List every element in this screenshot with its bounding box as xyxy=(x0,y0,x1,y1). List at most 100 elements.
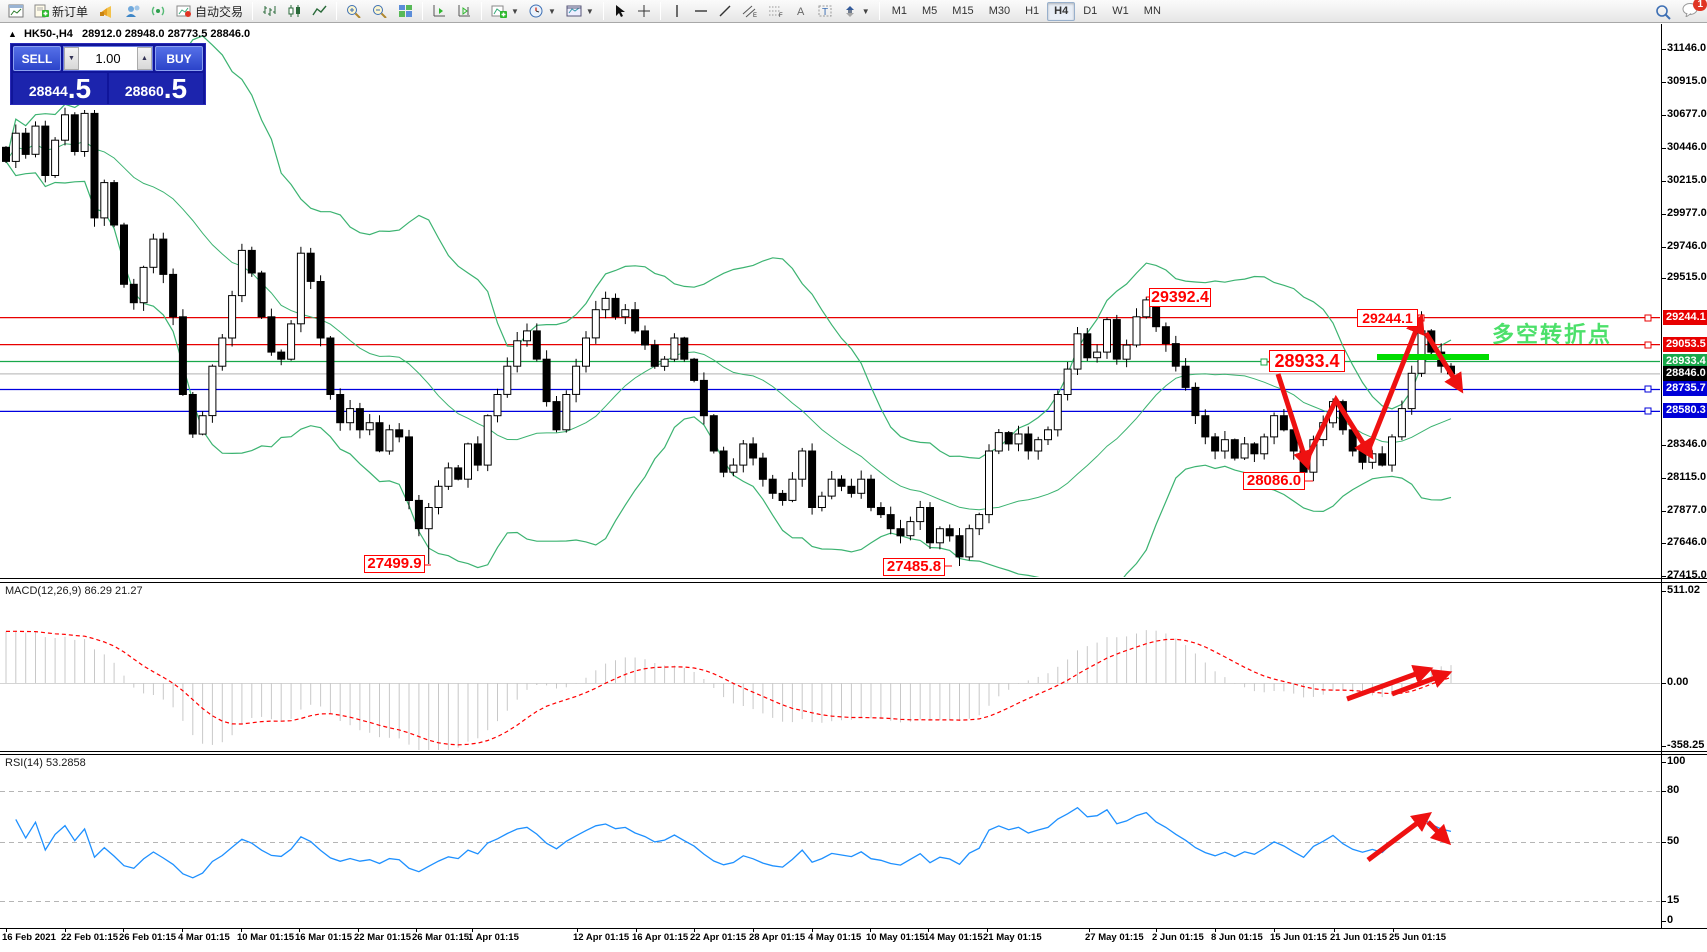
tile-windows-icon xyxy=(398,4,413,18)
megaphone-button[interactable] xyxy=(94,1,118,21)
toolbar-right: 1 xyxy=(1655,0,1699,23)
new-order-button[interactable]: 新订单 xyxy=(30,1,92,21)
text-label-icon: T xyxy=(818,4,833,18)
price-tag-annotation[interactable]: 29244.1 xyxy=(1357,309,1418,327)
price-axis-tick: 30215.0 xyxy=(1667,174,1707,186)
price-axis-tick: 31146.0 xyxy=(1667,42,1706,54)
timeframe-w1[interactable]: W1 xyxy=(1105,2,1136,21)
candle-chart-type-button[interactable] xyxy=(283,1,306,21)
timeframe-m1[interactable]: M1 xyxy=(885,2,914,21)
macd-axis-tick: 0.00 xyxy=(1667,676,1688,688)
profile-button[interactable] xyxy=(120,1,144,21)
zoom-out-button[interactable] xyxy=(368,1,392,21)
tile-windows-button[interactable] xyxy=(394,1,417,21)
zoom-out-icon xyxy=(372,4,388,18)
arrow-objects-icon xyxy=(843,4,858,18)
buy-price-display[interactable]: 28860.5 xyxy=(109,73,203,104)
one-click-trading-panel: SELL ▼ 1.00 ▲ BUY 28844.5 28860.5 xyxy=(10,43,206,105)
price-tag-annotation[interactable]: 27499.9 xyxy=(364,555,425,573)
templates-button[interactable]: ▼ xyxy=(562,1,598,21)
timeframe-d1[interactable]: D1 xyxy=(1076,2,1104,21)
svg-text:A: A xyxy=(797,6,805,18)
sell-button[interactable]: SELL xyxy=(13,46,61,71)
indicators-button[interactable]: ▼ xyxy=(487,1,523,21)
bar-chart-type-button[interactable] xyxy=(258,1,281,21)
toolbar-separator xyxy=(660,2,661,20)
trendline-icon xyxy=(718,4,732,18)
text-tool-button[interactable]: A xyxy=(790,1,812,21)
toolbar: 新订单 自动交易 xyxy=(0,0,1707,23)
volume-decrease-button[interactable]: ▼ xyxy=(64,47,79,70)
crosshair-button[interactable] xyxy=(633,1,655,21)
channel-tool-button[interactable]: E xyxy=(738,1,762,21)
toolbar-separator xyxy=(879,2,880,20)
text-label-tool-button[interactable]: T xyxy=(814,1,837,21)
price-axis-badge: 28735.7 xyxy=(1663,381,1707,396)
notifications-button[interactable]: 1 xyxy=(1682,2,1699,22)
toolbar-separator xyxy=(603,2,604,20)
volume-spinner: ▼ 1.00 ▲ xyxy=(63,46,153,71)
timeframe-m5[interactable]: M5 xyxy=(915,2,944,21)
autotrading-button[interactable]: 自动交易 xyxy=(172,1,247,21)
toolbar-separator xyxy=(481,2,482,20)
line-chart-type-button[interactable] xyxy=(308,1,331,21)
buy-price-main: 28860 xyxy=(125,79,164,103)
zoom-in-icon xyxy=(346,4,362,18)
timeframe-m30[interactable]: M30 xyxy=(982,2,1017,21)
timeframe-mn[interactable]: MN xyxy=(1137,2,1168,21)
auto-scroll-button[interactable] xyxy=(453,1,476,21)
periods-button[interactable]: ▼ xyxy=(525,1,560,21)
timeframe-h1[interactable]: H1 xyxy=(1018,2,1046,21)
vertical-line-icon xyxy=(672,4,682,18)
price-tag-annotation[interactable]: 28086.0 xyxy=(1243,472,1305,490)
price-tag-annotation[interactable]: 27485.8 xyxy=(883,558,945,576)
price-axis-tick: 29515.0 xyxy=(1667,271,1707,283)
cursor-button[interactable] xyxy=(609,1,631,21)
profile-cloud-icon xyxy=(124,4,140,18)
sell-price-display[interactable]: 28844.5 xyxy=(13,73,107,104)
buy-button[interactable]: BUY xyxy=(155,46,203,71)
chart-shift-button[interactable] xyxy=(428,1,451,21)
macd-axis-tick: 511.02 xyxy=(1667,584,1700,596)
price-tag-annotation[interactable]: 28933.4 xyxy=(1269,350,1345,372)
price-tag-annotation[interactable]: 29392.4 xyxy=(1149,288,1211,307)
rsi-axis-tick: 50 xyxy=(1667,835,1679,847)
cursor-icon xyxy=(613,4,626,18)
autotrading-icon xyxy=(176,4,192,18)
timeframe-h4[interactable]: H4 xyxy=(1047,2,1075,21)
dropdown-caret-icon: ▼ xyxy=(862,7,870,16)
horizontal-line-tool-button[interactable] xyxy=(690,1,712,21)
horizontal-line-icon xyxy=(694,4,708,18)
dropdown-caret-icon: ▼ xyxy=(511,7,519,16)
svg-text:E: E xyxy=(753,13,757,18)
search-icon[interactable] xyxy=(1655,4,1672,20)
signal-button[interactable] xyxy=(146,1,170,21)
broadcast-icon xyxy=(150,4,166,18)
trendline-tool-button[interactable] xyxy=(714,1,736,21)
price-axis-tick: 29977.0 xyxy=(1667,207,1707,219)
arrows-tool-button[interactable]: ▼ xyxy=(839,1,874,21)
rsi-axis-tick: 100 xyxy=(1667,755,1685,767)
volume-increase-button[interactable]: ▲ xyxy=(137,47,152,70)
price-axis-tick: 28346.0 xyxy=(1667,438,1707,450)
sell-price-big-digit: .5 xyxy=(68,75,91,103)
chart-window-icon-button[interactable] xyxy=(4,1,28,21)
vertical-line-tool-button[interactable] xyxy=(666,1,688,21)
fibonacci-tool-button[interactable]: F xyxy=(764,1,788,21)
new-order-icon xyxy=(34,4,49,18)
timeframe-m15[interactable]: M15 xyxy=(945,2,980,21)
volume-input[interactable]: 1.00 xyxy=(79,47,137,70)
chart-shift-icon xyxy=(432,4,447,18)
line-chart-icon xyxy=(312,4,327,18)
rsi-axis-tick: 80 xyxy=(1667,784,1679,796)
add-indicator-icon xyxy=(491,4,507,18)
template-icon xyxy=(566,4,582,18)
zoom-in-button[interactable] xyxy=(342,1,366,21)
clock-icon xyxy=(529,4,544,18)
collapse-triangle-icon[interactable]: ▲ xyxy=(8,29,17,39)
buy-price-big-digit: .5 xyxy=(164,75,187,103)
fibonacci-icon: F xyxy=(768,4,784,18)
